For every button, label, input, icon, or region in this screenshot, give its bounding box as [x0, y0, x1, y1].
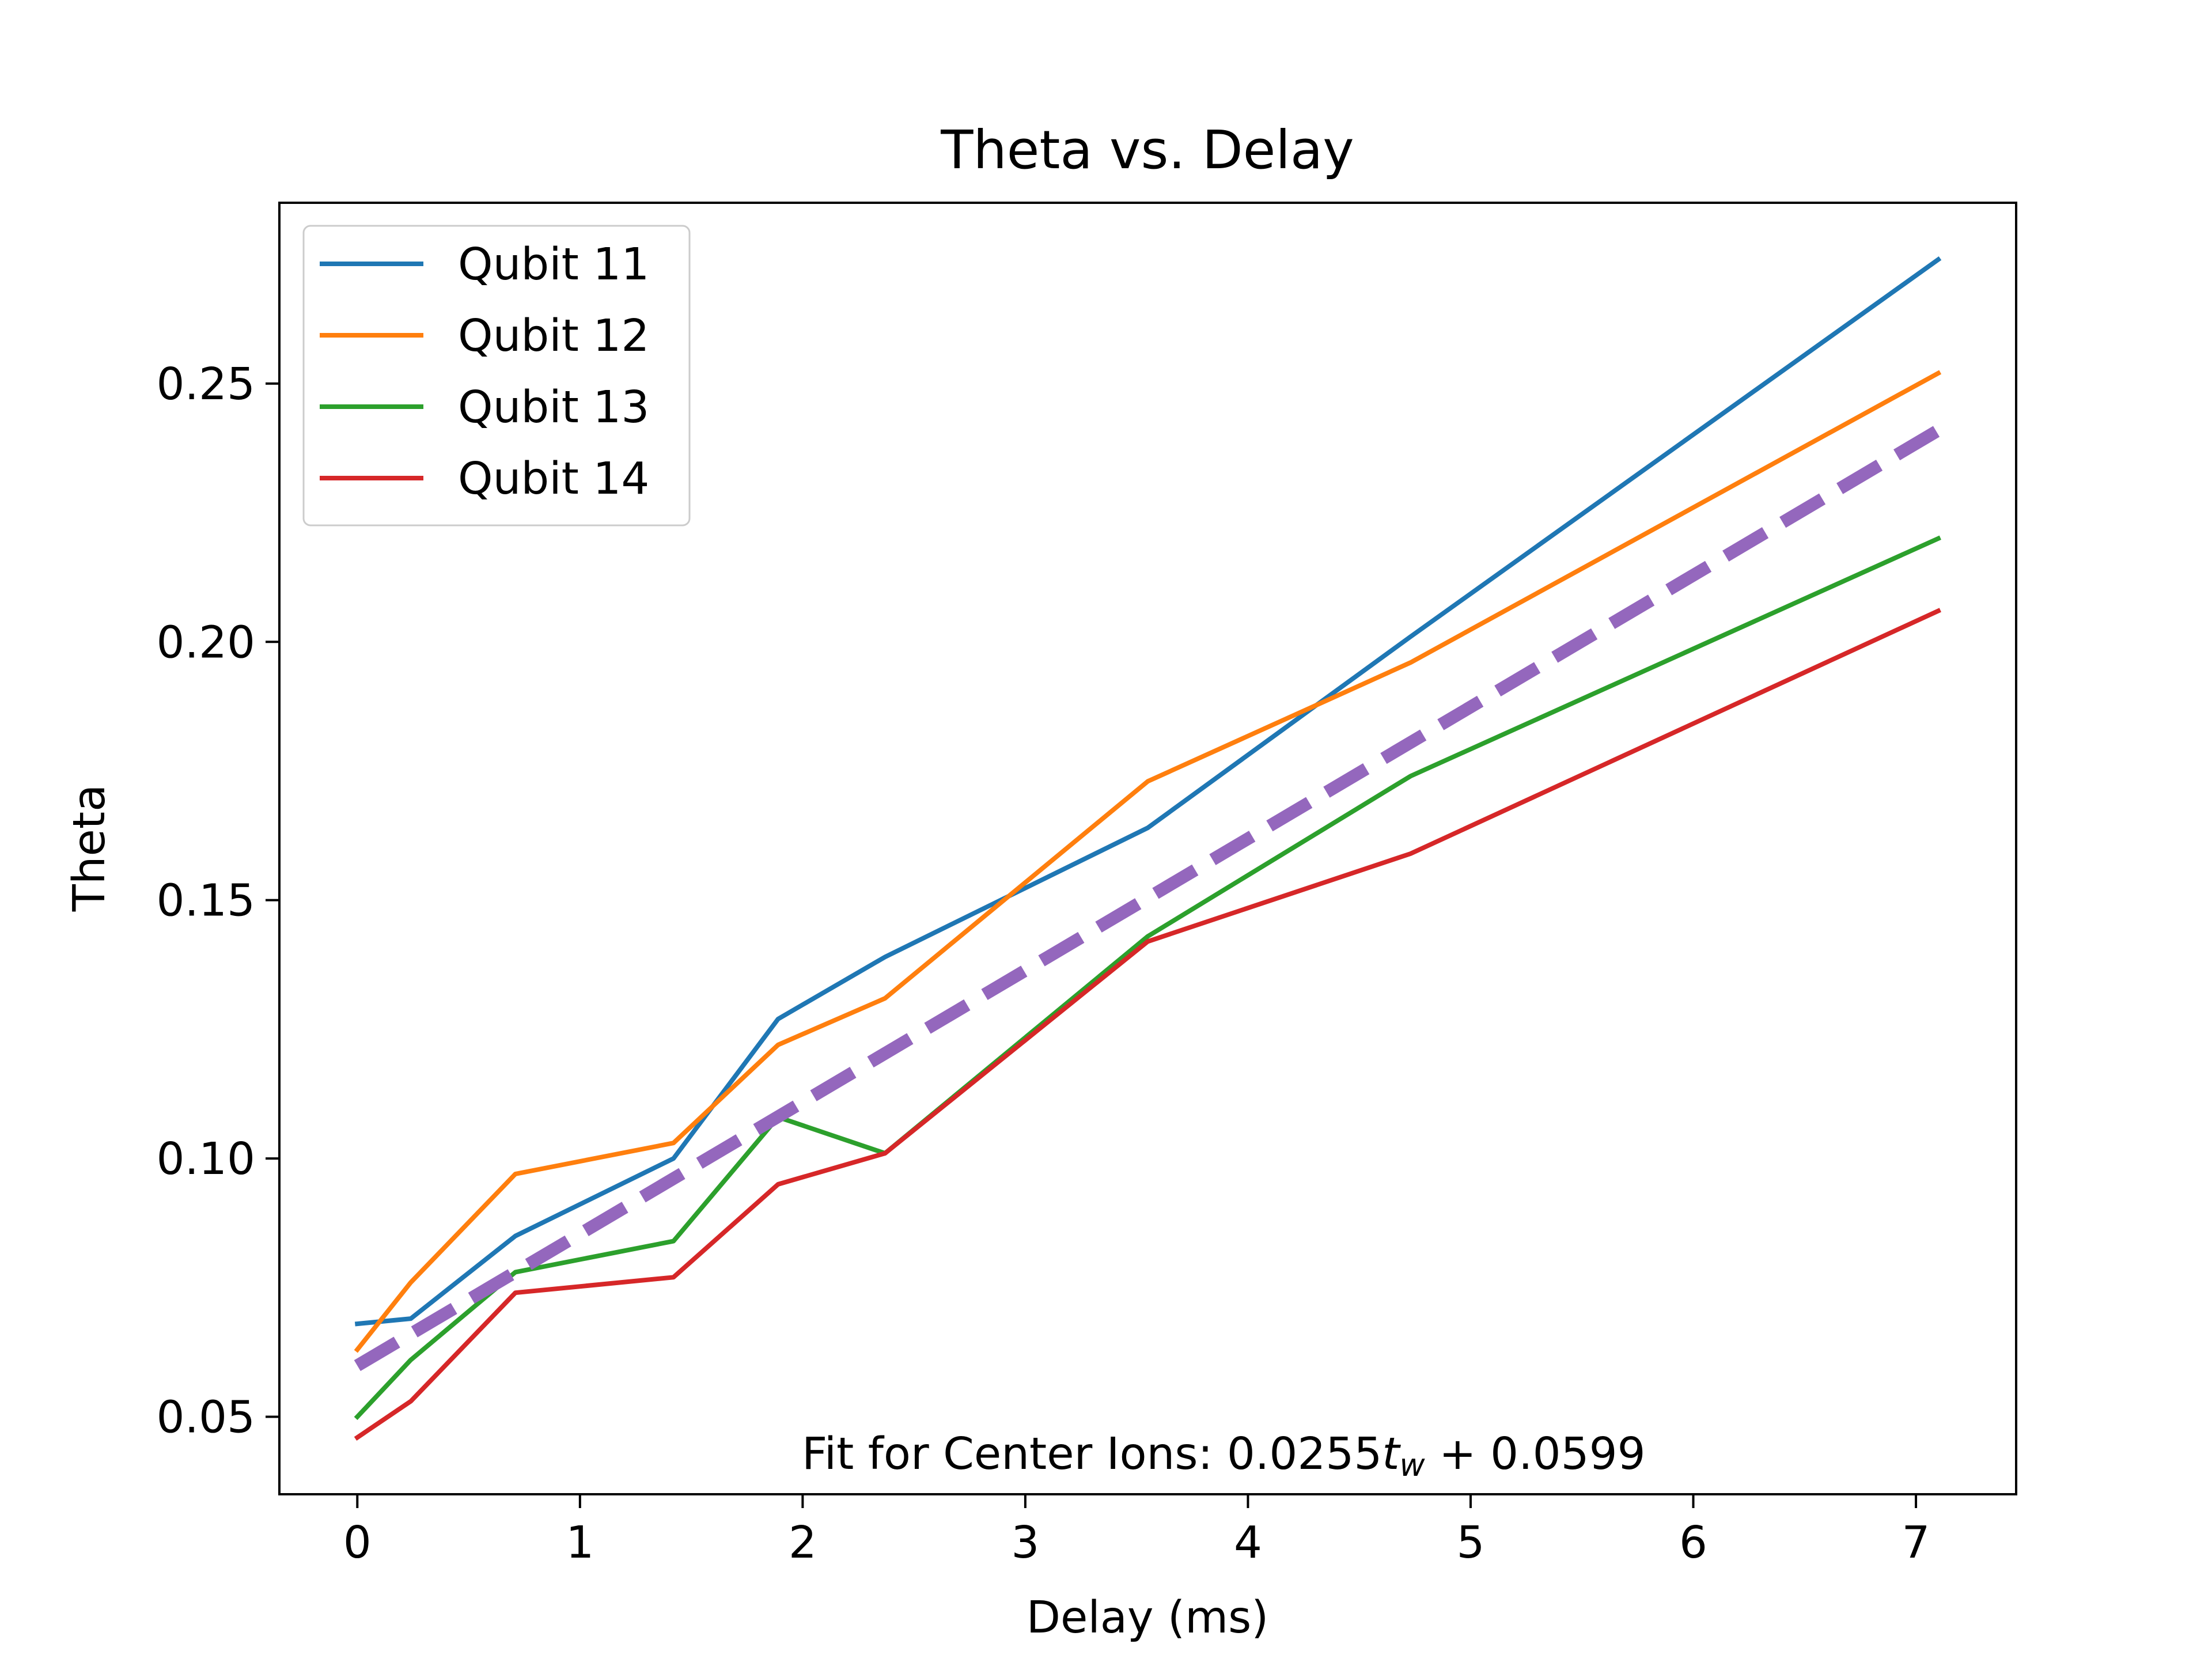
x-tick-label: 5 [1456, 1517, 1484, 1569]
x-tick-label: 6 [1679, 1517, 1707, 1569]
series-line-qubit-14 [354, 608, 1942, 1441]
legend-entries: Qubit 11 Qubit 12 Qubit 13 Qubit 14 [320, 239, 649, 505]
x-tick-label: 1 [566, 1517, 594, 1569]
y-tick-label: 0.10 [157, 1134, 255, 1185]
fit-annotation-suffix: + 0.0599 [1425, 1429, 1646, 1480]
series-line-qubit-12 [354, 370, 1942, 1353]
plot-frame [278, 202, 2017, 1495]
x-axis-label: Delay (ms) [1027, 1592, 1269, 1643]
legend-label-qubit-11: Qubit 11 [458, 239, 649, 290]
legend-label-qubit-13: Qubit 13 [458, 382, 649, 433]
y-axis: 0.05 0.10 0.15 0.20 0.25 [157, 359, 279, 1443]
fit-annotation-prefix: Fit for Center Ions: 0.0255 [802, 1429, 1382, 1480]
legend-label-qubit-14: Qubit 14 [458, 453, 649, 505]
x-tick-label: 4 [1234, 1517, 1262, 1569]
fit-annotation-sub: w [1400, 1447, 1426, 1483]
y-tick-label: 0.15 [157, 876, 255, 927]
fit-layer [354, 425, 1942, 1372]
fit-line [354, 425, 1942, 1372]
x-tick-label: 3 [1011, 1517, 1039, 1569]
x-tick-label: 0 [343, 1517, 372, 1569]
legend-frame [302, 225, 691, 527]
fit-annotation-var: t [1382, 1429, 1401, 1480]
legend: Qubit 11 Qubit 12 Qubit 13 Qubit 14 [302, 225, 691, 527]
y-tick-label: 0.20 [157, 617, 255, 668]
x-tick-label: 2 [789, 1517, 817, 1569]
y-axis-label: Theta [64, 785, 115, 912]
x-tick-label: 7 [1902, 1517, 1930, 1569]
legend-label-qubit-12: Qubit 12 [458, 310, 649, 362]
y-tick-label: 0.05 [157, 1392, 255, 1443]
fit-annotation: Fit for Center Ions: 0.0255tw + 0.0599 [802, 1429, 1646, 1483]
x-axis: 0 1 2 3 4 5 6 7 [343, 1494, 1930, 1569]
y-tick-label: 0.25 [157, 359, 255, 410]
chart-title: Theta vs. Delay [940, 119, 1354, 181]
